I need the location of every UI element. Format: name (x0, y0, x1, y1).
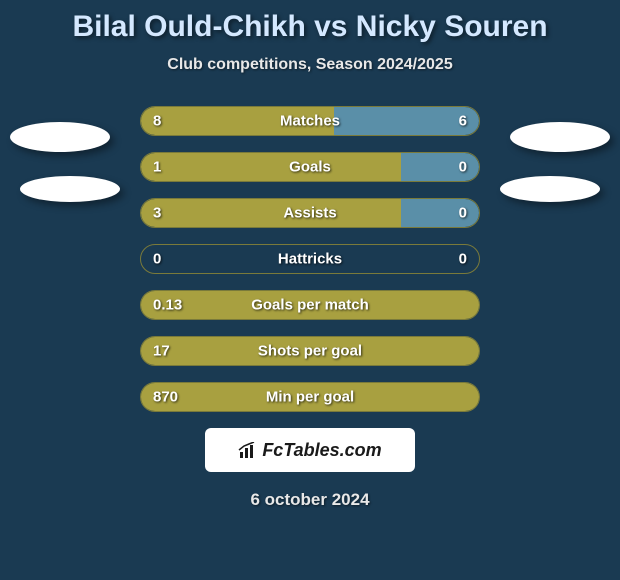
stat-right-value: 6 (459, 113, 467, 130)
stat-bar-left (141, 153, 401, 181)
chart-icon (238, 442, 258, 458)
stat-left-value: 0.13 (153, 297, 182, 314)
player-ellipse (510, 122, 610, 152)
stat-label: Assists (283, 205, 336, 222)
stat-left-value: 0 (153, 251, 161, 268)
stat-left-value: 8 (153, 113, 161, 130)
stat-row: 3 Assists 0 (140, 198, 480, 228)
stat-row: 17 Shots per goal (140, 336, 480, 366)
stat-row: 8 Matches 6 (140, 106, 480, 136)
page-title: Bilal Ould-Chikh vs Nicky Souren (0, 0, 620, 44)
logo-text: FcTables.com (262, 440, 381, 461)
stat-right-value: 0 (459, 159, 467, 176)
stat-left-value: 870 (153, 389, 178, 406)
stat-row: 870 Min per goal (140, 382, 480, 412)
stat-row: 1 Goals 0 (140, 152, 480, 182)
player-ellipse (500, 176, 600, 202)
stats-container: 8 Matches 6 1 Goals 0 3 Assists 0 0 Hattricks 0 0.13… (0, 106, 620, 412)
stat-left-value: 17 (153, 343, 170, 360)
player-ellipse (20, 176, 120, 202)
stat-bar-right (401, 199, 479, 227)
stat-label: Goals (289, 159, 331, 176)
stat-bar-right (401, 153, 479, 181)
stat-left-value: 3 (153, 205, 161, 222)
stat-right-value: 0 (459, 251, 467, 268)
stat-left-value: 1 (153, 159, 161, 176)
stat-row: 0.13 Goals per match (140, 290, 480, 320)
stat-label: Min per goal (266, 389, 354, 406)
stat-row: 0 Hattricks 0 (140, 244, 480, 274)
subtitle: Club competitions, Season 2024/2025 (0, 56, 620, 74)
stat-right-value: 0 (459, 205, 467, 222)
stat-label: Shots per goal (258, 343, 362, 360)
stat-bar-left (141, 199, 401, 227)
stat-bar-right (334, 107, 479, 135)
date-label: 6 october 2024 (0, 490, 620, 510)
logo-box: FcTables.com (205, 428, 415, 472)
stat-label: Goals per match (251, 297, 369, 314)
player-ellipse (10, 122, 110, 152)
stat-label: Matches (280, 113, 340, 130)
stat-label: Hattricks (278, 251, 342, 268)
